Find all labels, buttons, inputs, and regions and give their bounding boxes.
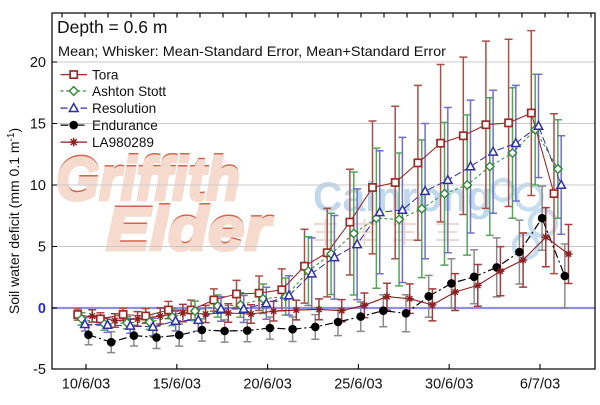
svg-text:Griffith: Griffith — [56, 144, 240, 211]
svg-text:6/7/03: 6/7/03 — [520, 377, 560, 393]
svg-text:Elder: Elder — [106, 194, 274, 261]
svg-text:LA980289: LA980289 — [92, 135, 154, 150]
svg-text:10/6/03: 10/6/03 — [62, 377, 110, 393]
svg-text:-5: -5 — [33, 362, 46, 378]
svg-text:Soil water deficit (mm 0.1 m-: Soil water deficit (mm 0.1 m-1) — [6, 128, 23, 314]
svg-text:5: 5 — [38, 240, 46, 256]
svg-text:15: 15 — [30, 117, 46, 133]
svg-text:Ashton Stott: Ashton Stott — [92, 84, 166, 99]
svg-text:20: 20 — [30, 55, 46, 71]
svg-text:Resolution: Resolution — [92, 101, 156, 116]
svg-text:15/6/03: 15/6/03 — [153, 377, 201, 393]
svg-text:0: 0 — [38, 301, 46, 317]
svg-text:Mean; Whisker: Mean-Standard: Mean; Whisker: Mean-Standard Error, Mean… — [58, 43, 446, 59]
svg-text:Endurance: Endurance — [92, 118, 158, 133]
svg-text:Griffith: Griffith — [56, 146, 240, 213]
svg-text:30/6/03: 30/6/03 — [425, 377, 473, 393]
svg-text:Elder: Elder — [106, 196, 274, 263]
svg-text:25/6/03: 25/6/03 — [334, 377, 382, 393]
svg-text:10: 10 — [30, 178, 46, 194]
svg-text:20/6/03: 20/6/03 — [243, 377, 291, 393]
svg-text:Depth = 0.6 m: Depth = 0.6 m — [57, 17, 167, 37]
svg-text:Tora: Tora — [92, 68, 119, 83]
